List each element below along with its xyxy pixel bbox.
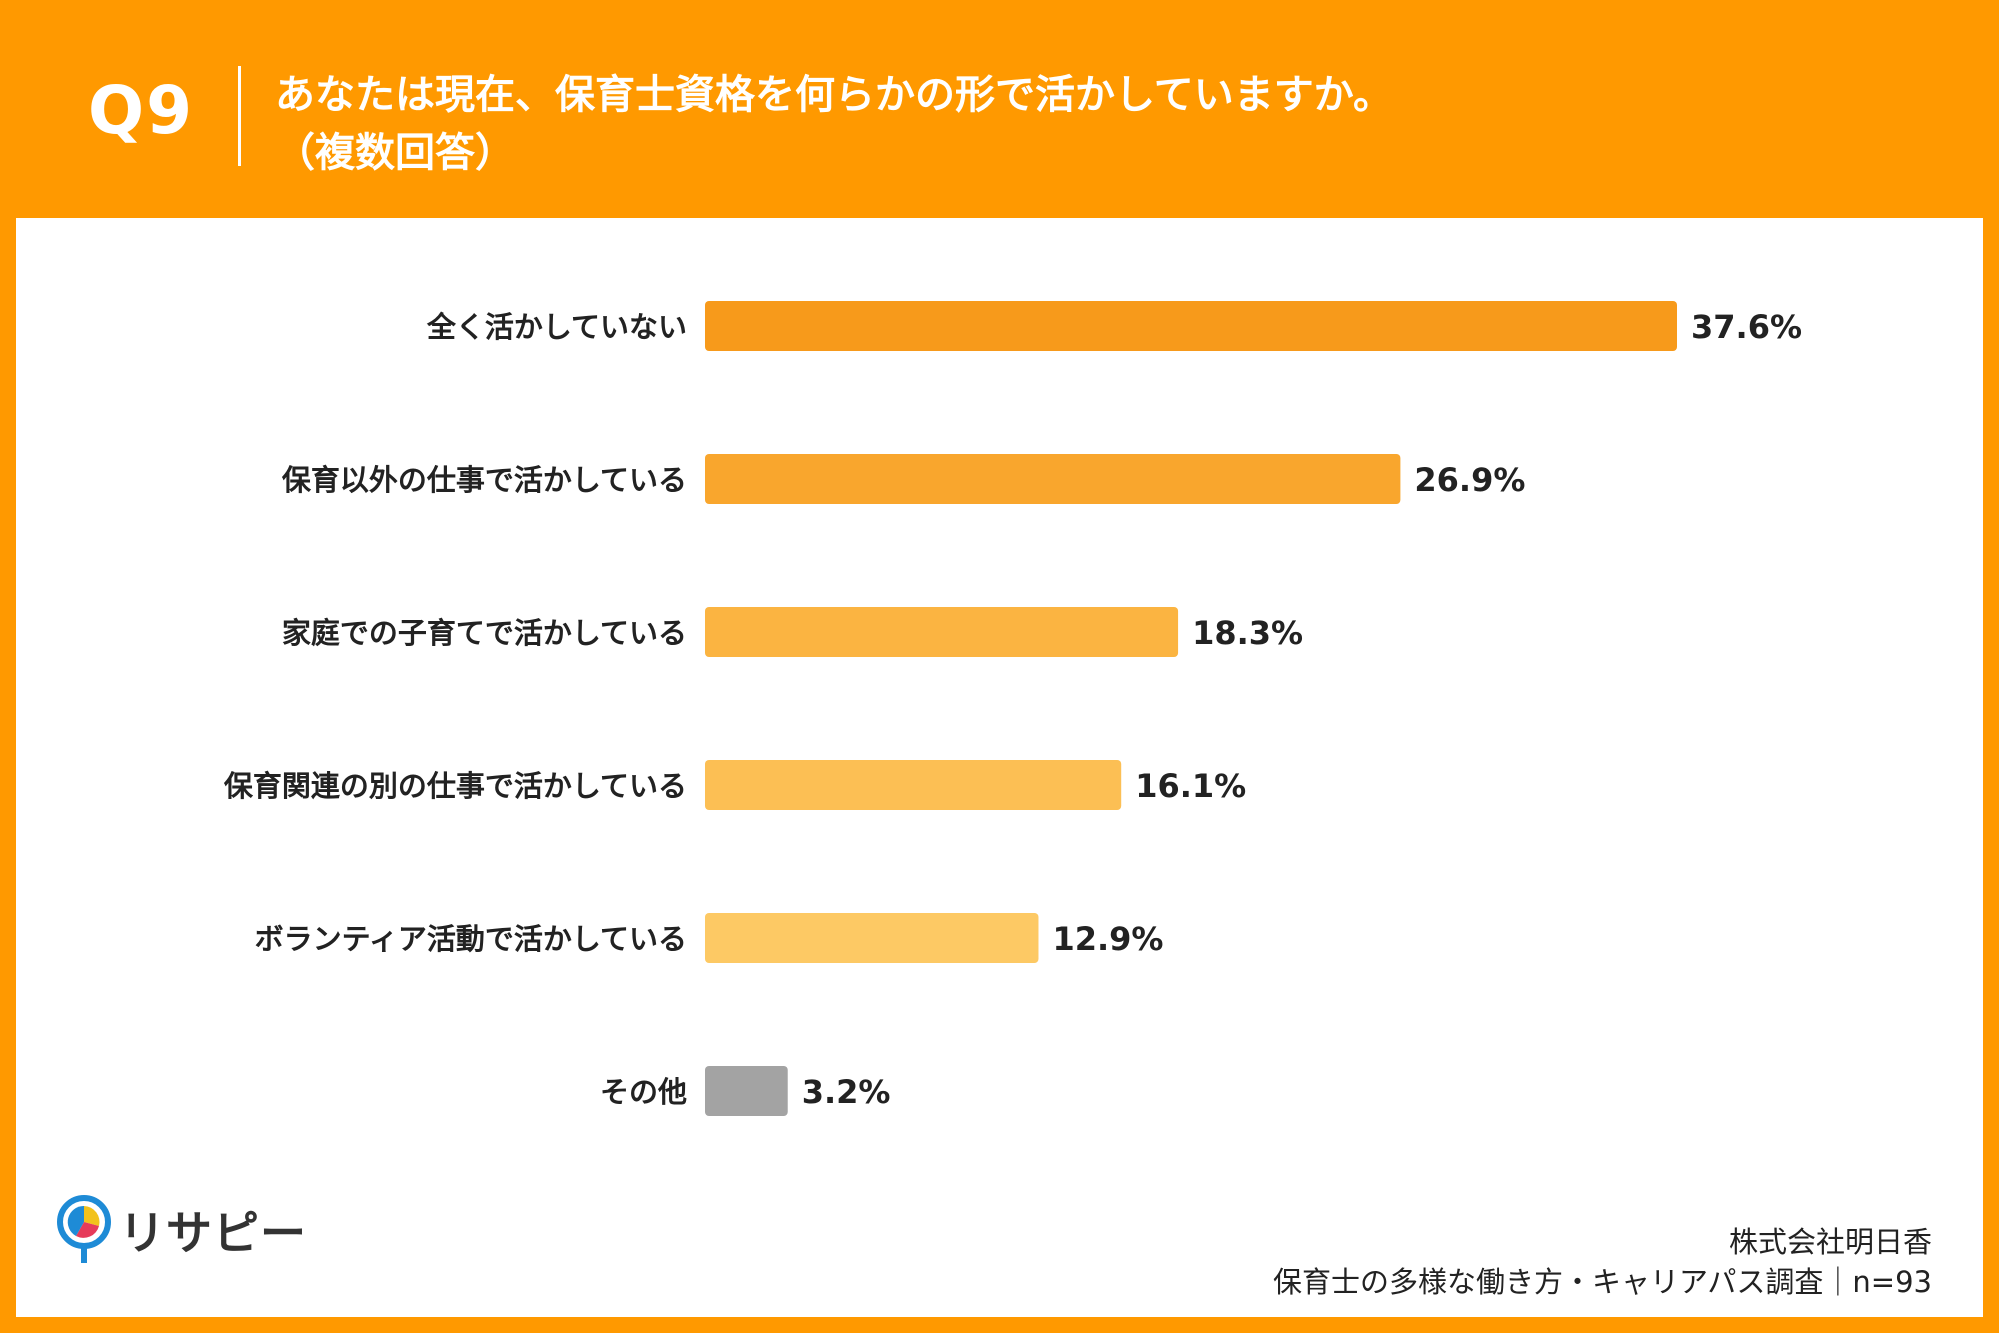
bar <box>705 1066 788 1116</box>
header: Q9 あなたは現在、保育士資格を何らかの形で活かしていますか。 （複数回答） <box>0 0 1999 218</box>
category-label: ボランティア活動で活かしている <box>255 922 687 956</box>
value-label: 26.9% <box>1414 461 1525 499</box>
value-label: 3.2% <box>802 1073 891 1111</box>
value-label: 37.6% <box>1691 308 1802 346</box>
chart-panel: 全く活かしていない 37.6% 保育以外の仕事で活かしている 26.9% 家庭での子育て… <box>16 218 1983 1317</box>
footer: 株式会社明日香 保育士の多様な働き方・キャリアパス調査｜n=93 <box>1273 1222 1932 1302</box>
bar <box>705 760 1122 810</box>
footer-survey: 保育士の多様な働き方・キャリアパス調査｜n=93 <box>1272 1265 1932 1299</box>
category-label: その他 <box>600 1075 687 1109</box>
category-label: 保育関連の別の仕事で活かしている <box>223 769 687 803</box>
value-label: 18.3% <box>1192 614 1303 652</box>
question-title-line2: （複数回答） <box>275 130 515 176</box>
location-pin-pie-icon <box>57 1195 111 1263</box>
value-label: 16.1% <box>1135 767 1246 805</box>
question-title-line1: あなたは現在、保育士資格を何らかの形で活かしていますか。 <box>275 72 1393 118</box>
value-label: 12.9% <box>1052 920 1163 958</box>
bar <box>705 454 1401 504</box>
bar-chart: 全く活かしていない 37.6% 保育以外の仕事で活かしている 26.9% 家庭での子育て… <box>223 301 1802 1116</box>
question-title: あなたは現在、保育士資格を何らかの形で活かしていますか。 （複数回答） <box>275 66 1393 182</box>
category-label: 家庭での子育てで活かしている <box>282 616 687 650</box>
header-divider <box>238 66 241 166</box>
logo: リサピー <box>55 1195 307 1265</box>
category-label: 全く活かしていない <box>426 310 687 344</box>
bar <box>705 913 1039 963</box>
bar <box>705 301 1677 351</box>
question-number: Q9 <box>88 72 195 149</box>
category-label: 保育以外の仕事で活かしている <box>281 463 687 497</box>
bar <box>705 607 1179 657</box>
logo-text: リサピー <box>119 1206 307 1260</box>
footer-company: 株式会社明日香 <box>1728 1225 1932 1259</box>
